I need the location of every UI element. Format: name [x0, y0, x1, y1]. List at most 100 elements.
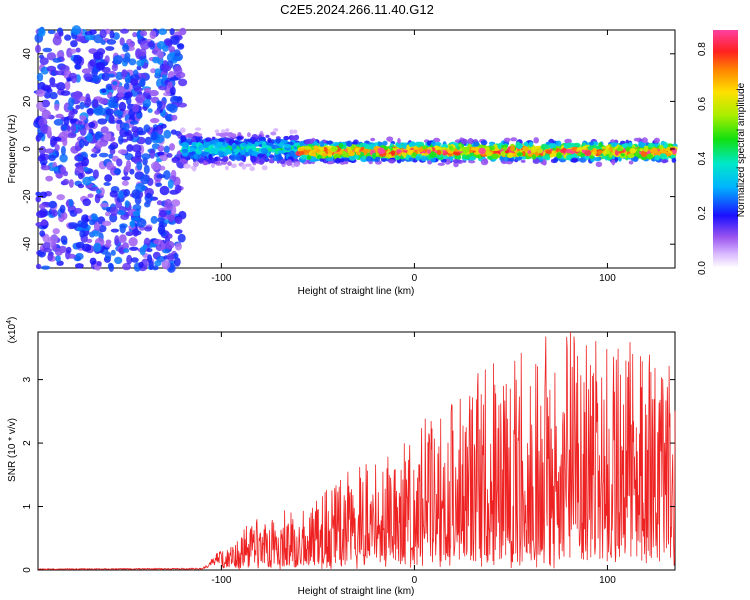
- y-tick-label: 2: [22, 440, 33, 446]
- spectrogram-cell: [136, 161, 143, 171]
- spectrogram-cell: [659, 153, 667, 160]
- spectrogram-cell: [157, 51, 164, 60]
- spectrogram-cell: [588, 155, 595, 159]
- spectrogram-cell: [96, 189, 102, 194]
- spectrogram-cell: [148, 260, 154, 271]
- spectrogram-cell: [453, 152, 461, 156]
- spectrogram-cell: [48, 154, 56, 162]
- spectrogram-cell: [37, 27, 46, 37]
- spectrogram-cell: [267, 147, 272, 152]
- spectrogram-cell: [55, 255, 61, 263]
- spectrogram-cell: [331, 146, 339, 151]
- spectrogram-cell: [299, 140, 305, 147]
- spectrogram-cell: [426, 149, 431, 155]
- spectrogram-cell: [200, 151, 209, 156]
- spectrogram-cell: [194, 133, 203, 137]
- spectrogram-cell: [90, 74, 99, 83]
- spectrogram-cell: [74, 64, 81, 70]
- spectrogram-cell: [75, 47, 81, 53]
- spectrogram-cell: [132, 103, 140, 113]
- spectrogram-cell: [173, 257, 181, 267]
- snr-y-ticks: 0 1 2 3: [22, 376, 675, 573]
- spectrogram-cell: [133, 87, 143, 92]
- spectrogram-cell: [108, 144, 116, 150]
- spectrogram-cell: [175, 216, 183, 225]
- spectrogram-cell: [671, 157, 677, 163]
- spectrogram-cell: [106, 39, 117, 45]
- colorbar-tick-label: 0.6: [697, 96, 708, 110]
- spectrogram-cell: [218, 132, 227, 137]
- spectrogram-cell: [105, 83, 113, 91]
- spectrogram-cell: [126, 144, 134, 152]
- spectrogram-cell: [82, 198, 91, 207]
- spectrogram-cell: [515, 156, 523, 161]
- spectrogram-cell: [156, 200, 163, 206]
- spectrogram-cell: [335, 157, 341, 164]
- spectrogram-cell: [277, 150, 286, 154]
- spectrogram-cell: [122, 44, 130, 53]
- spectrogram-cell: [93, 222, 101, 231]
- snr-scale-exponent: 4: [6, 320, 13, 324]
- spectrogram-cell: [392, 147, 398, 151]
- spectrogram-cell: [192, 161, 199, 167]
- figure-title: C2E5.2024.266.11.40.G12: [280, 2, 434, 17]
- spectrogram-cell: [289, 129, 294, 135]
- spectrogram-cell: [171, 157, 179, 164]
- spectrogram-cell: [596, 146, 603, 150]
- spectrogram-cell: [247, 132, 251, 138]
- spectrogram-cell: [167, 81, 173, 89]
- spectrogram-cell: [386, 136, 394, 142]
- spectrogram-cell: [69, 118, 78, 123]
- spectrogram-cell: [156, 217, 166, 223]
- spectrogram-cell: [123, 248, 130, 253]
- spectrogram-cell: [67, 253, 76, 259]
- spectrogram-cell: [313, 140, 318, 147]
- spectrogram-cell: [528, 141, 534, 147]
- spectrogram-cell: [118, 234, 127, 244]
- spectrogram-cell: [139, 48, 147, 57]
- spectrogram-cell: [45, 175, 54, 182]
- y-tick-label: 1: [22, 503, 33, 509]
- spectrogram-cell: [77, 183, 85, 189]
- spectrogram-cell: [150, 215, 158, 224]
- spectrogram-cell: [222, 144, 228, 148]
- spectrogram-cell: [180, 135, 187, 142]
- spectrogram-cell: [126, 254, 133, 265]
- spectrogram-cell: [51, 166, 59, 171]
- spectrogram-cell: [51, 241, 57, 251]
- spectrogram-cell: [659, 144, 664, 150]
- spectrogram-cell: [117, 209, 126, 216]
- spectrogram-cell: [43, 247, 52, 253]
- spectrogram-cell: [49, 77, 56, 85]
- spectrogram-cell: [110, 249, 116, 256]
- spectrogram-cell: [238, 156, 244, 160]
- spectrogram-cell: [79, 101, 85, 110]
- spectrogram-cell: [167, 233, 173, 239]
- spectrogram-cell: [132, 31, 138, 38]
- spectrogram-cell: [252, 145, 257, 153]
- spectrogram-cell: [351, 141, 358, 145]
- spectrogram-cell: [80, 220, 88, 229]
- spectrogram-cell: [663, 141, 668, 149]
- spectrogram-cell: [82, 176, 92, 186]
- spectrogram-cell: [70, 92, 79, 99]
- spectrogram-cell: [298, 147, 304, 152]
- spectrogram-cell: [174, 184, 182, 194]
- spectrogram-cell: [316, 154, 322, 160]
- spectrogram-cell: [202, 161, 209, 166]
- spectrogram-cell: [84, 31, 93, 36]
- spectrogram-cell: [136, 112, 143, 119]
- x-tick-label: 0: [412, 575, 418, 586]
- spectrogram-cell: [310, 151, 317, 158]
- spectrogram-cell: [371, 152, 377, 160]
- spectrogram-cell: [214, 156, 219, 162]
- spectrogram-cell: [163, 145, 170, 154]
- spectrogram-cell: [83, 73, 93, 80]
- spectrogram-cell: [346, 140, 353, 147]
- spectrogram-cell: [37, 132, 44, 138]
- spectrogram-cell: [121, 69, 128, 78]
- spectrogram-cell: [434, 141, 442, 147]
- spectrogram-cell: [138, 261, 144, 269]
- spectrogram-cell: [411, 152, 418, 159]
- spectrogram-cell: [55, 70, 65, 76]
